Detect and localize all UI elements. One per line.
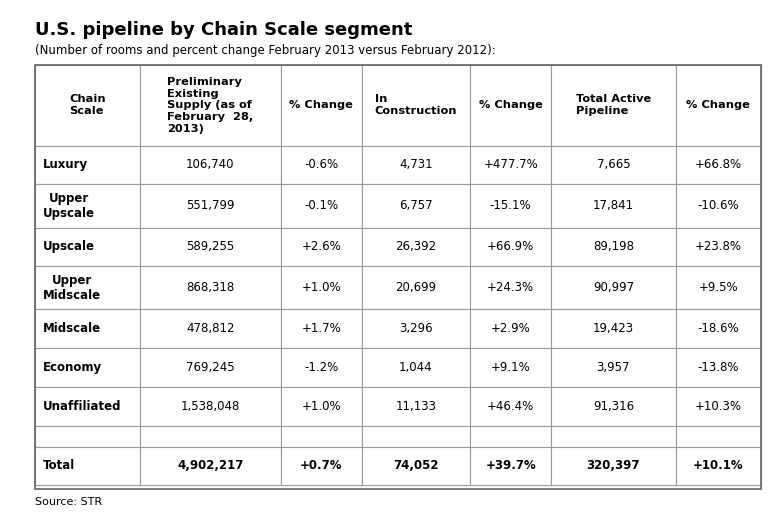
Text: +46.4%: +46.4%	[487, 400, 534, 413]
Text: 551,799: 551,799	[186, 200, 235, 213]
Text: Upper
Upscale: Upper Upscale	[43, 192, 95, 220]
Text: +66.8%: +66.8%	[695, 159, 742, 172]
Text: 3,957: 3,957	[597, 361, 630, 374]
Text: -1.2%: -1.2%	[304, 361, 339, 374]
Text: 4,902,217: 4,902,217	[177, 460, 243, 473]
Text: (Number of rooms and percent change February 2013 versus February 2012):: (Number of rooms and percent change Febr…	[35, 44, 496, 57]
Text: Chain
Scale: Chain Scale	[69, 95, 106, 116]
Text: 106,740: 106,740	[186, 159, 235, 172]
Text: 589,255: 589,255	[186, 240, 235, 253]
Text: +1.0%: +1.0%	[301, 400, 341, 413]
Text: 1,538,048: 1,538,048	[181, 400, 240, 413]
Text: 20,699: 20,699	[395, 281, 437, 294]
Text: Upscale: Upscale	[43, 240, 95, 253]
Text: Upper
Midscale: Upper Midscale	[43, 274, 101, 302]
Text: 17,841: 17,841	[593, 200, 634, 213]
Text: Economy: Economy	[43, 361, 102, 374]
Text: 1,044: 1,044	[399, 361, 433, 374]
Text: 478,812: 478,812	[186, 322, 235, 335]
Text: Total Active
Pipeline: Total Active Pipeline	[576, 95, 651, 116]
Text: -18.6%: -18.6%	[697, 322, 739, 335]
Text: 26,392: 26,392	[395, 240, 437, 253]
Text: 74,052: 74,052	[393, 460, 438, 473]
Text: +23.8%: +23.8%	[695, 240, 742, 253]
Text: 4,731: 4,731	[399, 159, 433, 172]
Text: +2.9%: +2.9%	[491, 322, 530, 335]
Text: 11,133: 11,133	[395, 400, 437, 413]
Text: % Change: % Change	[686, 100, 750, 110]
Text: +66.9%: +66.9%	[487, 240, 534, 253]
Text: 3,296: 3,296	[399, 322, 433, 335]
Text: 868,318: 868,318	[186, 281, 235, 294]
Text: +24.3%: +24.3%	[487, 281, 534, 294]
Text: -10.6%: -10.6%	[697, 200, 739, 213]
Text: +1.0%: +1.0%	[301, 281, 341, 294]
Text: 320,397: 320,397	[587, 460, 640, 473]
Text: -13.8%: -13.8%	[697, 361, 739, 374]
Text: 91,316: 91,316	[593, 400, 634, 413]
Text: 6,757: 6,757	[399, 200, 433, 213]
Text: Preliminary
Existing
Supply (as of
February  28,
2013): Preliminary Existing Supply (as of Febru…	[167, 77, 254, 134]
Text: In
Construction: In Construction	[374, 95, 457, 116]
Text: 89,198: 89,198	[593, 240, 634, 253]
Text: +39.7%: +39.7%	[485, 460, 536, 473]
Text: +2.6%: +2.6%	[301, 240, 341, 253]
Text: +477.7%: +477.7%	[484, 159, 538, 172]
Text: -15.1%: -15.1%	[490, 200, 531, 213]
Text: +9.1%: +9.1%	[491, 361, 530, 374]
Text: Unaffiliated: Unaffiliated	[43, 400, 122, 413]
Text: +10.1%: +10.1%	[693, 460, 743, 473]
Text: 19,423: 19,423	[593, 322, 634, 335]
Text: 769,245: 769,245	[186, 361, 235, 374]
Text: % Change: % Change	[289, 100, 353, 110]
Text: +10.3%: +10.3%	[695, 400, 742, 413]
Text: -0.1%: -0.1%	[304, 200, 339, 213]
Text: +0.7%: +0.7%	[300, 460, 342, 473]
Text: 7,665: 7,665	[597, 159, 630, 172]
Text: Midscale: Midscale	[43, 322, 101, 335]
Text: -0.6%: -0.6%	[304, 159, 339, 172]
Text: 90,997: 90,997	[593, 281, 634, 294]
Text: U.S. pipeline by Chain Scale segment: U.S. pipeline by Chain Scale segment	[35, 21, 413, 39]
Text: Luxury: Luxury	[43, 159, 88, 172]
Text: % Change: % Change	[479, 100, 543, 110]
Text: Total: Total	[43, 460, 75, 473]
Text: Source: STR: Source: STR	[35, 497, 102, 507]
Text: +1.7%: +1.7%	[301, 322, 341, 335]
Text: +9.5%: +9.5%	[698, 281, 738, 294]
